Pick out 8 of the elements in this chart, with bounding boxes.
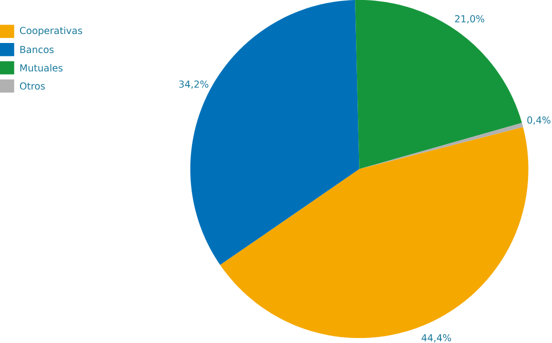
data-label: 34,2% [179, 80, 208, 89]
legend-label: Bancos [20, 46, 54, 53]
legend-label: Cooperativas [20, 26, 82, 36]
data-label: 0,4% [527, 116, 550, 124]
data-label: 44,4% [422, 334, 452, 342]
legend-label: Mutuales [20, 64, 63, 72]
data-label: 21,0% [455, 14, 484, 24]
legend-label: Otros [20, 82, 45, 90]
